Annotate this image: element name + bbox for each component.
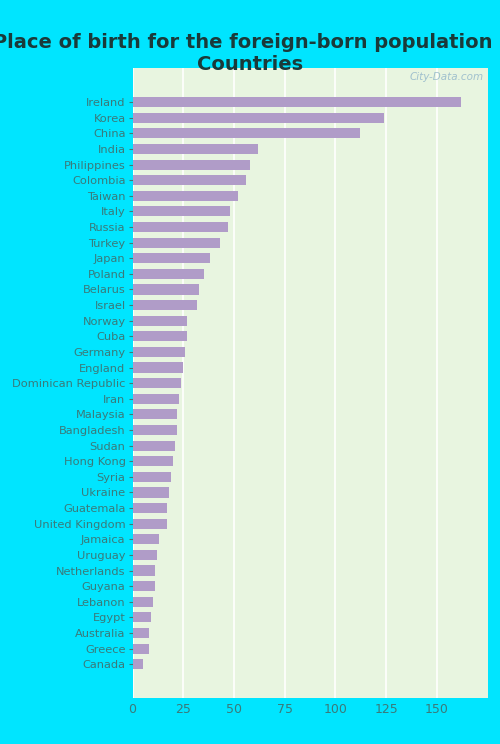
Bar [132, 206, 230, 217]
Bar [132, 144, 258, 154]
Bar [132, 612, 151, 623]
Bar [132, 378, 181, 388]
Bar [132, 347, 185, 357]
Bar [132, 112, 384, 123]
Bar [132, 628, 148, 638]
Bar [132, 362, 183, 373]
Text: City-Data.com: City-Data.com [410, 71, 484, 82]
Bar [132, 222, 228, 232]
Bar [132, 159, 250, 170]
Bar [132, 534, 159, 545]
Bar [132, 409, 177, 420]
Bar [132, 394, 179, 404]
Bar [132, 565, 155, 576]
Bar [132, 472, 171, 482]
Text: Place of birth for the foreign-born population -
Countries: Place of birth for the foreign-born popu… [0, 33, 500, 74]
Bar [132, 284, 200, 295]
Bar [132, 456, 173, 466]
Bar [132, 581, 155, 591]
Bar [132, 97, 461, 107]
Bar [132, 550, 157, 560]
Bar [132, 315, 188, 326]
Bar [132, 487, 169, 498]
Bar [132, 190, 238, 201]
Bar [132, 300, 198, 310]
Bar [132, 425, 177, 435]
Bar [132, 440, 175, 451]
Bar [132, 128, 360, 138]
Bar [132, 519, 167, 529]
Bar [132, 175, 246, 185]
Bar [132, 237, 220, 248]
Bar [132, 269, 204, 279]
Bar [132, 644, 148, 654]
Bar [132, 503, 167, 513]
Bar [132, 597, 153, 607]
Bar [132, 253, 210, 263]
Bar [132, 659, 142, 670]
Bar [132, 331, 188, 341]
